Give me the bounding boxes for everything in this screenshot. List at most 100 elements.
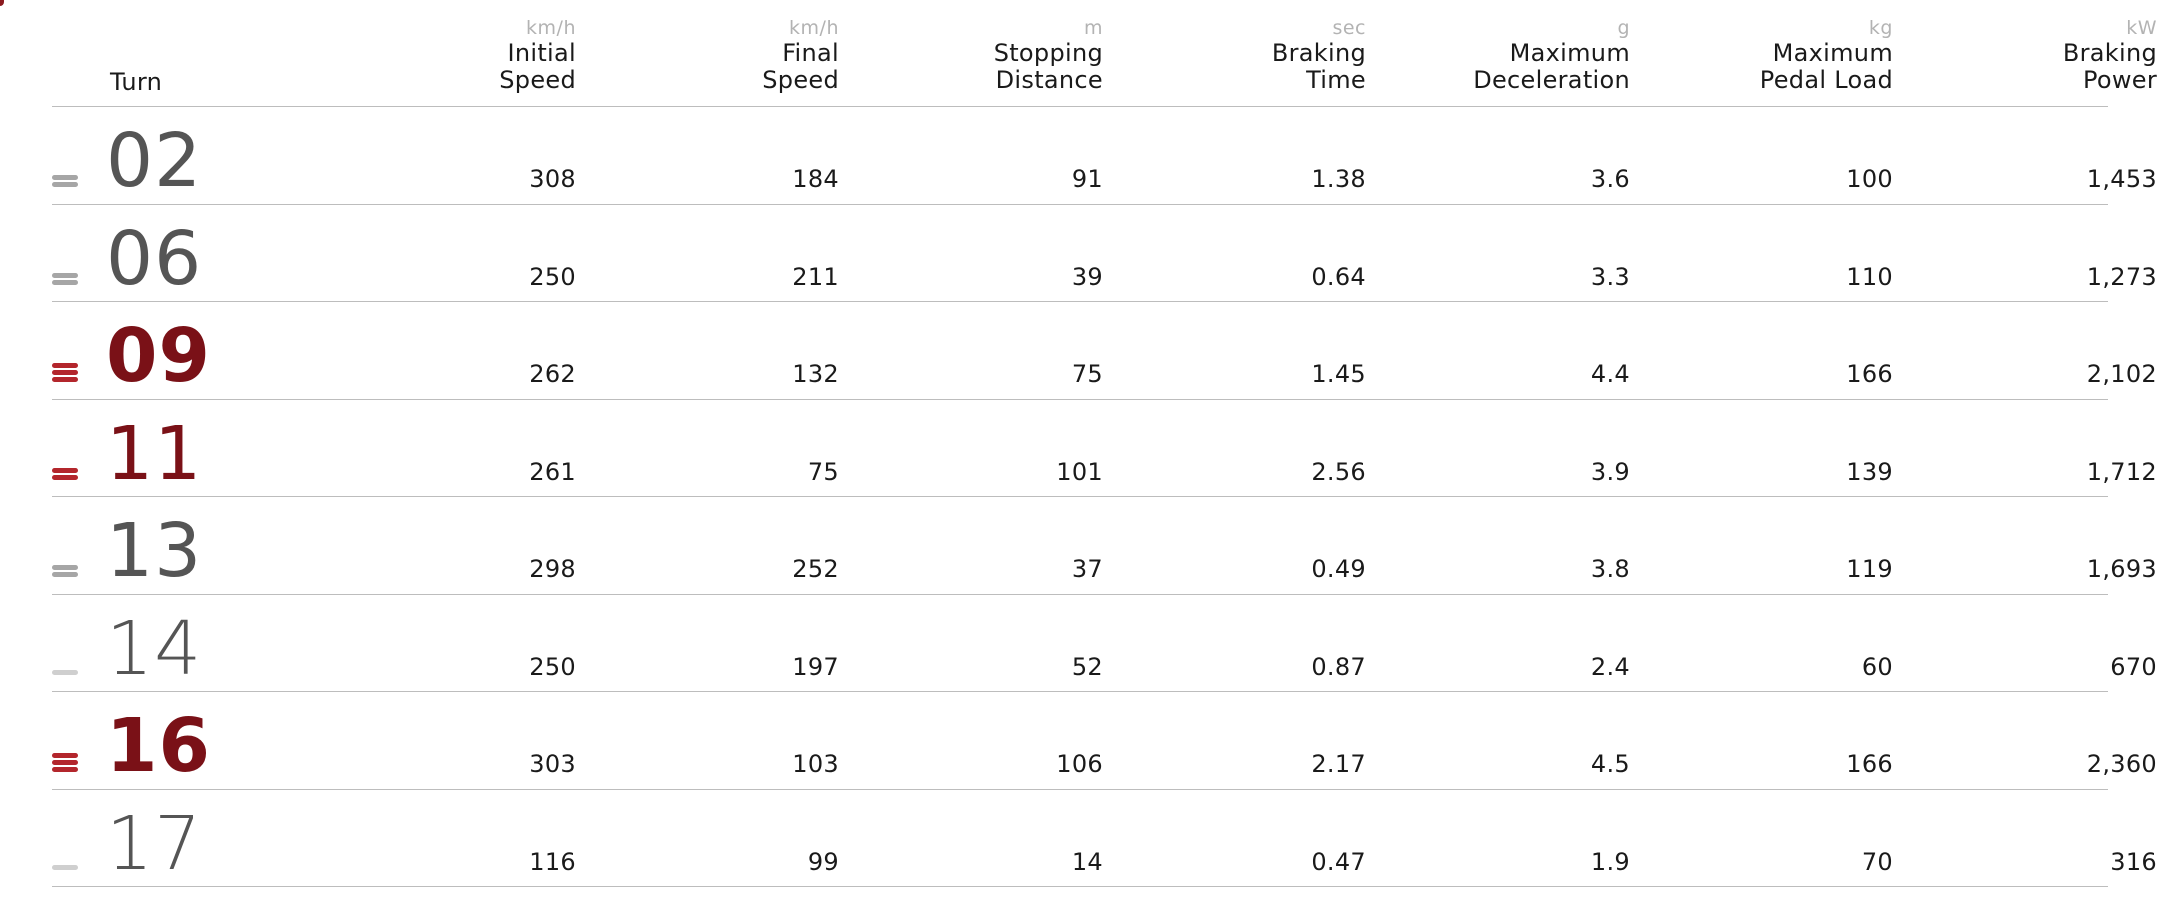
header-unit: g — [1617, 17, 1630, 39]
severity-bar — [52, 363, 78, 368]
cell-value: 2.56 — [1311, 457, 1366, 486]
header-unit: km/h — [789, 17, 839, 39]
table-body: 02 308 184 91 1.38 3.6 100 1,453 06 250 211 39 0.64 3… — [52, 107, 2157, 887]
header-title: Maximum Pedal Load — [1759, 39, 1893, 94]
table-header: Turn km/h Initial Speed km/h Final Speed… — [52, 0, 2157, 107]
severity-bar — [52, 760, 78, 765]
brake-severity-icon — [52, 175, 78, 187]
severity-bar — [52, 377, 78, 382]
cell-value: 166 — [1846, 750, 1893, 778]
header-title: Braking Time — [1271, 39, 1366, 94]
cell-value: 0.47 — [1311, 847, 1366, 876]
severity-bar — [52, 864, 78, 870]
cell-value: 1,273 — [2086, 262, 2157, 291]
header-title: Braking Power — [2062, 39, 2157, 94]
brake-severity-icon — [52, 669, 78, 675]
severity-bar — [52, 767, 78, 772]
header-unit: sec — [1332, 17, 1366, 39]
severity-bar — [52, 572, 78, 577]
cell-value: 166 — [1846, 360, 1893, 388]
cell-value: 3.9 — [1590, 457, 1630, 486]
cell-value: 132 — [792, 360, 839, 388]
cell-value: 52 — [1071, 652, 1103, 681]
header-stopping-distance: m Stopping Distance — [843, 16, 1103, 94]
cell-value: 2.4 — [1590, 652, 1630, 681]
cell-value: 91 — [1071, 165, 1103, 193]
table-row: 02 308 184 91 1.38 3.6 100 1,453 — [52, 107, 2157, 205]
brake-severity-icon — [52, 467, 78, 480]
severity-bar — [52, 279, 78, 285]
cell-value: 1.9 — [1590, 847, 1630, 876]
severity-bar — [52, 370, 78, 375]
severity-bar — [52, 474, 78, 480]
braking-table: Turn km/h Initial Speed km/h Final Speed… — [52, 0, 2157, 887]
cell-value: 14 — [1071, 847, 1103, 876]
cell-value: 103 — [792, 750, 839, 778]
cell-value: 0.87 — [1311, 652, 1366, 681]
header-final-speed: km/h Final Speed — [579, 16, 839, 94]
header-title: Maximum Deceleration — [1473, 39, 1630, 94]
header-turn-label: Turn — [110, 68, 163, 96]
cell-value: 37 — [1071, 555, 1103, 583]
table-row: 13 298 252 37 0.49 3.8 119 1,693 — [52, 497, 2157, 595]
corner-accent — [0, 0, 4, 6]
header-title: Stopping Distance — [993, 39, 1103, 94]
cell-value: 106 — [1056, 750, 1103, 778]
turn-number: 13 — [106, 508, 203, 594]
cell-value: 100 — [1846, 165, 1893, 193]
brake-severity-icon — [52, 753, 78, 772]
table-row: 17 116 99 14 0.47 1.9 70 316 — [52, 790, 2157, 887]
turn-number: 11 — [106, 410, 203, 497]
brake-severity-icon — [52, 565, 78, 577]
turn-number: 14 — [106, 605, 203, 692]
cell-value: 75 — [1071, 360, 1103, 388]
cell-value: 60 — [1861, 652, 1893, 681]
cell-value: 2,360 — [2086, 750, 2157, 778]
cell-value: 119 — [1846, 555, 1893, 583]
cell-value: 250 — [529, 652, 576, 681]
severity-bar — [52, 565, 78, 570]
severity-bar — [52, 753, 78, 758]
cell-value: 261 — [529, 457, 576, 486]
header-title: Initial Speed — [499, 39, 576, 94]
cell-value: 670 — [2110, 652, 2157, 681]
cell-value: 1,712 — [2086, 457, 2157, 486]
cell-value: 184 — [792, 165, 839, 193]
header-unit: kW — [2126, 17, 2157, 39]
brake-severity-icon — [52, 272, 78, 285]
cell-value: 316 — [2110, 847, 2157, 876]
turn-number: 02 — [106, 118, 203, 204]
severity-bar — [52, 272, 78, 278]
table-row: 14 250 197 52 0.87 2.4 60 670 — [52, 595, 2157, 692]
cell-value: 308 — [529, 165, 576, 193]
severity-bar — [52, 467, 78, 473]
cell-value: 139 — [1846, 457, 1893, 486]
header-max-pedal-load: kg Maximum Pedal Load — [1633, 16, 1893, 94]
turn-number: 09 — [106, 313, 211, 399]
cell-value: 1.38 — [1311, 165, 1366, 193]
cell-value: 3.8 — [1590, 555, 1630, 583]
header-braking-power: kW Braking Power — [1897, 16, 2157, 94]
cell-value: 70 — [1861, 847, 1893, 876]
cell-value: 0.64 — [1311, 262, 1366, 291]
severity-bar — [52, 175, 78, 180]
cell-value: 4.4 — [1590, 360, 1630, 388]
header-braking-time: sec Braking Time — [1106, 16, 1366, 94]
table-row: 09 262 132 75 1.45 4.4 166 2,102 — [52, 302, 2157, 400]
cell-value: 101 — [1056, 457, 1103, 486]
cell-value: 1,453 — [2086, 165, 2157, 193]
cell-value: 3.3 — [1590, 262, 1630, 291]
severity-bar — [52, 669, 78, 675]
cell-value: 3.6 — [1590, 165, 1630, 193]
table-row: 16 303 103 106 2.17 4.5 166 2,360 — [52, 692, 2157, 790]
header-unit: m — [1083, 17, 1103, 39]
table-row: 11 261 75 101 2.56 3.9 139 1,712 — [52, 400, 2157, 497]
header-max-deceleration: g Maximum Deceleration — [1370, 16, 1630, 94]
cell-value: 1.45 — [1311, 360, 1366, 388]
cell-value: 110 — [1846, 262, 1893, 291]
cell-value: 116 — [529, 847, 576, 876]
cell-value: 262 — [529, 360, 576, 388]
cell-value: 252 — [792, 555, 839, 583]
cell-value: 197 — [792, 652, 839, 681]
table-row: 06 250 211 39 0.64 3.3 110 1,273 — [52, 205, 2157, 302]
